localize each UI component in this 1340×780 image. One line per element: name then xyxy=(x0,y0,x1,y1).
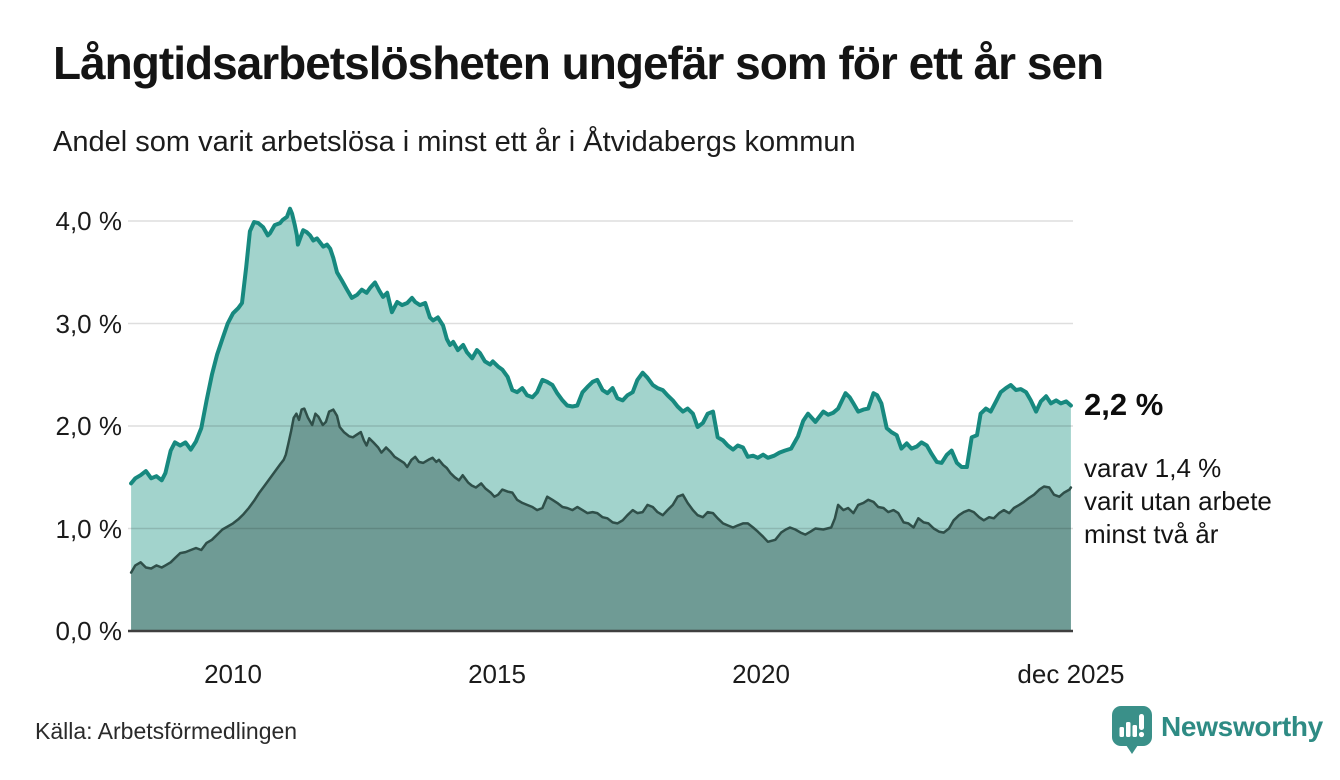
x-axis-tick-label: 2020 xyxy=(732,659,790,689)
newsworthy-bar-chart-icon xyxy=(1112,706,1152,754)
newsworthy-logo: Newsworthy xyxy=(1111,705,1323,755)
y-axis-tick-label: 2,0 % xyxy=(55,411,123,441)
series-min-two-years-line xyxy=(129,407,1073,574)
series-min-two-years-area xyxy=(131,408,1071,631)
source-credit: Källa: Arbetsförmedlingen xyxy=(35,718,298,744)
series-end-value-label: 2,2 % xyxy=(1084,387,1164,422)
series-min-one-year-line xyxy=(129,206,1073,486)
annotation-line: minst två år xyxy=(1084,519,1219,549)
annotation-line: varit utan arbete xyxy=(1084,486,1272,516)
x-axis-tick-label: 2010 xyxy=(204,659,262,689)
x-axis-tick-label: 2015 xyxy=(468,659,526,689)
y-axis-tick-label: 3,0 % xyxy=(55,308,123,339)
newsworthy-wordmark: Newsworthy xyxy=(1161,711,1323,742)
series-two-year-annotation: varav 1,4 % varit utan arbete minst två … xyxy=(1084,452,1272,551)
gridlines-group xyxy=(128,220,1073,530)
y-axis-tick-label: 0,0 % xyxy=(55,616,123,646)
y-axis-tick-label: 4,0 % xyxy=(55,206,123,236)
chart-subtitle: Andel som varit arbetslösa i minst ett å… xyxy=(53,126,856,158)
page-title: Långtidsarbetslösheten ungefär som för e… xyxy=(53,37,1104,89)
x-axis-tick-label: dec 2025 xyxy=(1017,659,1125,689)
annotation-line: varav 1,4 % xyxy=(1084,453,1222,483)
y-axis-tick-label: 1,0 % xyxy=(55,513,123,544)
